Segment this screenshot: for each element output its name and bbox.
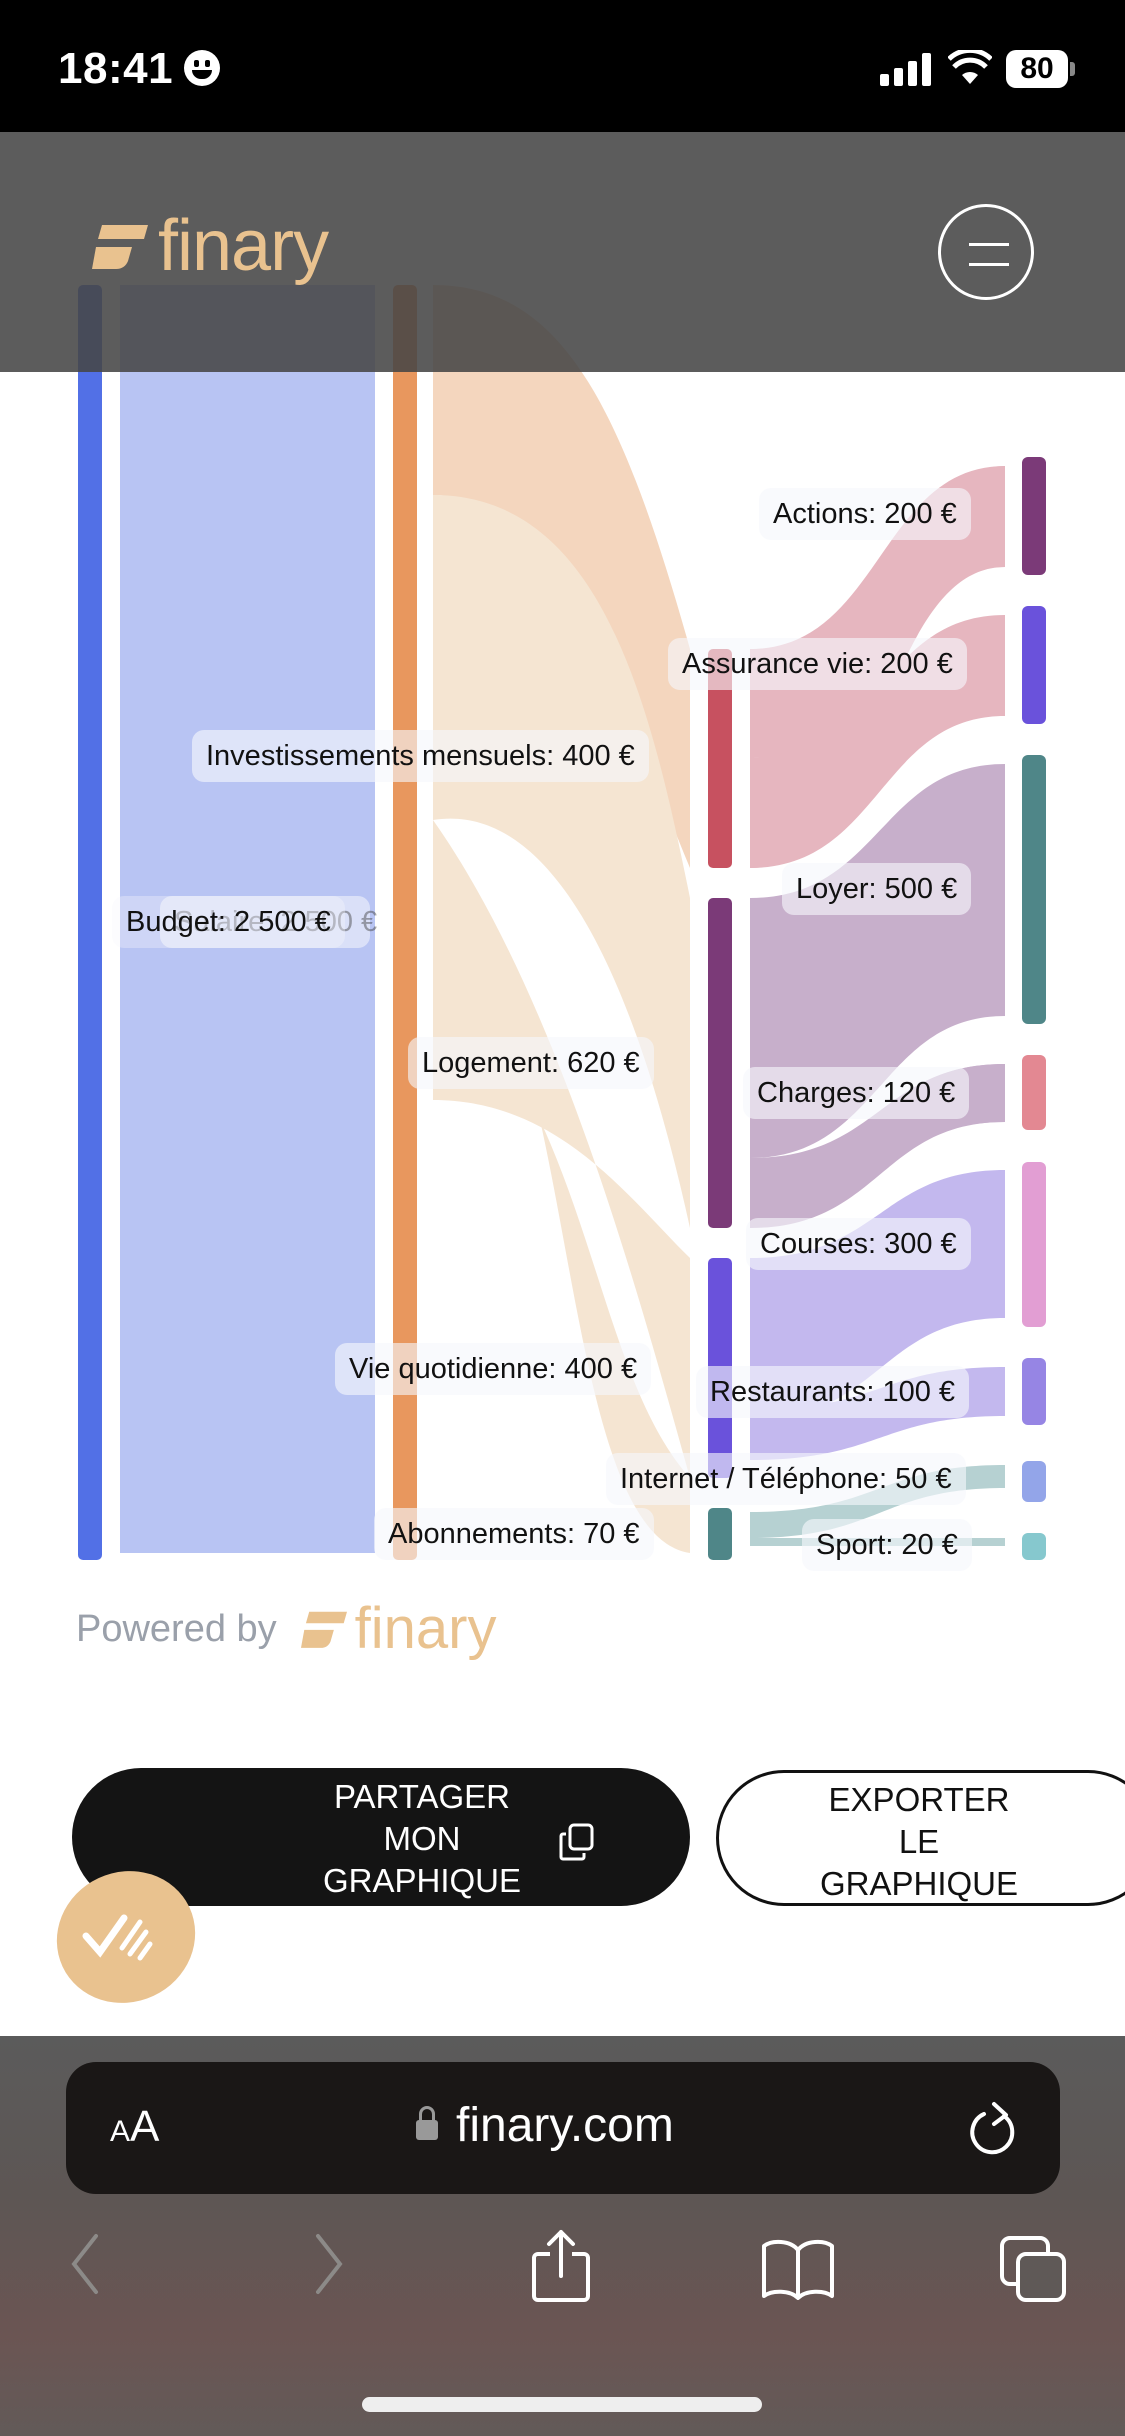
link-logement-lower: [433, 820, 690, 1478]
node-courses[interactable]: [1022, 1162, 1046, 1327]
label-assurance-vie: Assurance vie: 200 €: [668, 638, 967, 690]
powered-by-text: Powered by: [76, 1607, 277, 1650]
menu-button[interactable]: [938, 204, 1034, 300]
brand-name: finary: [158, 206, 329, 286]
label-sport: Sport: 20 €: [802, 1519, 972, 1571]
home-indicator: [362, 2397, 762, 2412]
share-label-line-2: MON: [383, 1820, 461, 1857]
finary-mark-icon: [300, 1611, 347, 1648]
node-investissements[interactable]: [708, 649, 732, 868]
powered-by-brand: finary: [354, 1596, 497, 1661]
copy-icon: [559, 1823, 594, 1861]
forward-icon[interactable]: [308, 2232, 348, 2296]
cellular-signal-icon: [880, 52, 936, 86]
label-loyer: Loyer: 500 €: [782, 863, 972, 915]
text-size-small-a: A: [110, 2115, 131, 2148]
export-chart-label: EXPORTER LE GRAPHIQUE: [789, 1779, 1049, 1905]
finary-mark-icon: [92, 225, 148, 269]
text-size-large-a: A: [130, 2102, 160, 2151]
status-bar: 18:41 80: [0, 0, 1125, 132]
node-loyer[interactable]: [1022, 755, 1046, 1024]
label-restaurants: Restaurants: 100 €: [696, 1366, 970, 1418]
link-loyer: [750, 764, 1005, 1158]
export-label-line-2: LE: [898, 1823, 940, 1860]
share-label-line-3: GRAPHIQUE: [322, 1862, 522, 1899]
blurred-background-text: [200, 132, 920, 160]
node-restaurants[interactable]: [1022, 1358, 1046, 1425]
label-salaire: Salaire: 2 500 €: [160, 896, 377, 948]
share-chart-button[interactable]: PARTAGER MON GRAPHIQUE: [72, 1768, 690, 1906]
powered-by-badge[interactable]: Powered by finary: [76, 1600, 497, 1658]
node-internet[interactable]: [1022, 1461, 1046, 1502]
reload-icon[interactable]: [966, 2100, 1022, 2160]
tabs-icon[interactable]: [998, 2234, 1070, 2304]
label-abonnements: Abonnements: 70 €: [374, 1508, 654, 1560]
label-logement: Logement: 620 €: [408, 1037, 654, 1089]
site-header: finary: [0, 132, 1125, 372]
battery-indicator: 80: [1006, 50, 1068, 88]
address-bar[interactable]: AA finary.com: [66, 2062, 1060, 2194]
link-vie-quotidienne: [540, 1120, 690, 1553]
export-chart-button[interactable]: EXPORTER LE GRAPHIQUE: [716, 1770, 1125, 1906]
url-text: finary.com: [456, 2099, 674, 2152]
status-time: 18:41: [58, 44, 174, 93]
back-icon[interactable]: [66, 2232, 106, 2296]
label-charges: Charges: 120 €: [743, 1067, 970, 1119]
node-sport[interactable]: [1022, 1533, 1046, 1560]
node-actions[interactable]: [1022, 457, 1046, 575]
finary-logo[interactable]: finary: [92, 206, 329, 286]
export-label-line-3: GRAPHIQUE: [819, 1865, 1019, 1902]
label-investissements: Investissements mensuels: 400 €: [192, 730, 649, 782]
wifi-icon: [948, 50, 992, 84]
browser-toolbar: AA finary.com: [0, 2036, 1125, 2436]
checkmark-lines-icon: [82, 1914, 153, 1961]
label-actions: Actions: 200 €: [759, 488, 971, 540]
export-label-line-1: EXPORTER: [828, 1781, 1010, 1818]
node-budget[interactable]: [78, 285, 102, 1560]
lock-icon: [416, 2105, 438, 2140]
label-internet: Internet / Téléphone: 50 €: [606, 1453, 966, 1505]
node-logement[interactable]: [708, 898, 732, 1228]
text-size-button[interactable]: AA: [110, 2102, 159, 2152]
label-vie-quotidienne: Vie quotidienne: 400 €: [335, 1343, 652, 1395]
node-abonnements[interactable]: [708, 1508, 732, 1560]
share-icon[interactable]: [530, 2228, 592, 2304]
focus-mode-icon: [184, 50, 220, 86]
share-chart-label: PARTAGER MON GRAPHIQUE: [242, 1776, 602, 1902]
node-charges[interactable]: [1022, 1055, 1046, 1130]
bookmarks-icon[interactable]: [760, 2238, 836, 2300]
hamburger-icon-line: [969, 263, 1009, 266]
link-logement: [433, 495, 690, 1228]
battery-nub: [1070, 62, 1075, 76]
hamburger-icon: [969, 243, 1009, 246]
node-assurance-vie[interactable]: [1022, 606, 1046, 724]
url-display[interactable]: finary.com: [416, 2098, 674, 2153]
share-label-line-1: PARTAGER: [333, 1778, 511, 1815]
sankey-chart: Salaire: 2 500 € Budget: 2 500 € Investi…: [78, 285, 1046, 1571]
label-budget: Budget: 2 500 €: [112, 896, 345, 948]
node-depenses[interactable]: [393, 285, 417, 1560]
label-courses: Courses: 300 €: [746, 1218, 971, 1270]
